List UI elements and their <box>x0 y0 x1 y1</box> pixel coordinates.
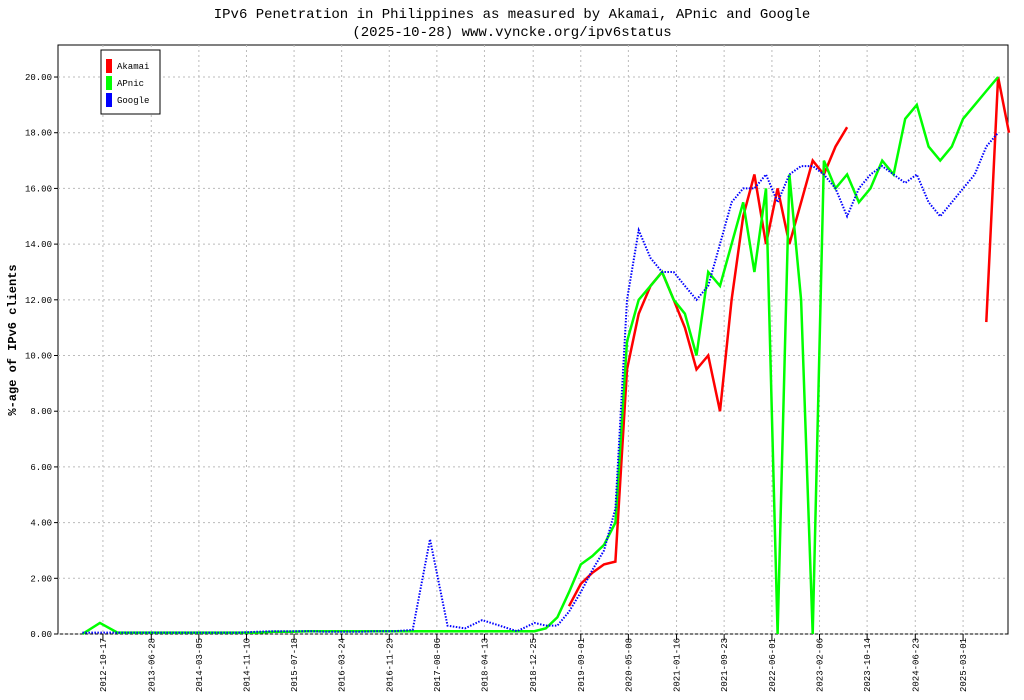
legend-swatch <box>106 76 112 90</box>
x-tick-label: 2020-05-08 <box>624 638 634 692</box>
y-tick-label: 4.00 <box>30 519 52 529</box>
legend-label: Akamai <box>117 62 149 72</box>
x-tick-label: 2016-03-24 <box>338 638 348 692</box>
x-tick-label: 2014-11-10 <box>242 638 252 692</box>
chart-subtitle: (2025-10-28) www.vyncke.org/ipv6status <box>352 25 671 41</box>
legend-label: APnic <box>117 79 144 89</box>
x-tick-label: 2015-07-18 <box>290 638 300 692</box>
x-tick-label: 2014-03-05 <box>195 638 205 692</box>
x-tick-label: 2019-09-01 <box>577 638 587 692</box>
y-tick-label: 2.00 <box>30 574 52 584</box>
y-tick-label: 14.00 <box>25 240 52 250</box>
y-tick-label: 16.00 <box>25 184 52 194</box>
series-line <box>81 76 1000 636</box>
y-tick-label: 18.00 <box>25 129 52 139</box>
x-tick-label: 2018-12-25 <box>529 638 539 692</box>
x-tick-label: 2025-03-01 <box>959 638 969 692</box>
x-tick-label: 2017-08-06 <box>433 638 443 692</box>
y-tick-label: 0.00 <box>30 630 52 640</box>
x-tick-label: 2016-11-29 <box>385 638 395 692</box>
x-tick-label: 2018-04-13 <box>480 638 490 692</box>
x-tick-label: 2023-02-06 <box>816 638 826 692</box>
legend-label: Google <box>117 96 149 106</box>
x-tick-label: 2022-06-01 <box>768 638 778 692</box>
chart-title: IPv6 Penetration in Philippines as measu… <box>214 7 811 23</box>
y-tick-label: 12.00 <box>25 296 52 306</box>
x-tick-label: 2021-09-23 <box>720 638 730 692</box>
y-tick-label: 20.00 <box>25 73 52 83</box>
x-tick-label: 2013-06-28 <box>147 638 157 692</box>
series-line <box>82 132 999 634</box>
x-tick-label: 2012-10-17 <box>99 638 109 692</box>
x-tick-label: 2024-06-23 <box>911 638 921 692</box>
y-tick-label: 6.00 <box>30 463 52 473</box>
x-tick-label: 2023-10-14 <box>863 638 873 692</box>
y-tick-label: 8.00 <box>30 407 52 417</box>
y-tick-label: 10.00 <box>25 352 52 362</box>
x-tick-label: 2021-01-16 <box>673 638 683 692</box>
legend-swatch <box>106 93 112 107</box>
legend-swatch <box>106 59 112 73</box>
y-axis-label: %-age of IPv6 clients <box>6 264 20 415</box>
